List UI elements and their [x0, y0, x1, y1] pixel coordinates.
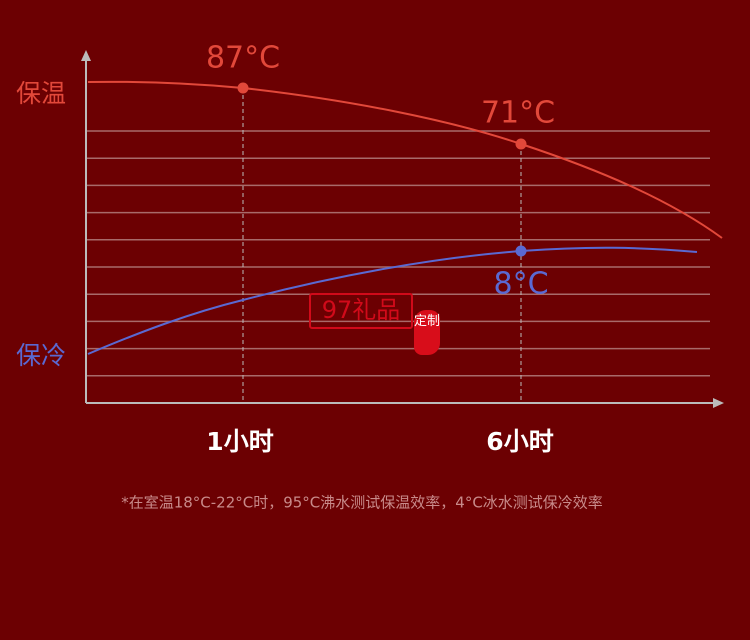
x-tick-1h: 1小时	[206, 427, 274, 456]
watermark-seal: 定制	[414, 310, 440, 355]
y-label-cold: 保冷	[15, 341, 67, 370]
label-71: 71°C	[480, 95, 556, 131]
point-cold-6h	[515, 245, 527, 257]
series-hot-line	[87, 80, 723, 239]
x-axis-arrow	[713, 398, 724, 408]
footnote: *在室温18°C-22°C时，95°C沸水测试保温效率，4°C冰水测试保冷效率	[121, 493, 603, 512]
label-87: 87°C	[205, 40, 281, 76]
point-hot-6h	[515, 138, 527, 150]
y-axis-arrow	[81, 50, 91, 61]
gridlines	[86, 130, 710, 377]
label-8: 8°C	[493, 266, 549, 302]
watermark-logo: 97礼品	[309, 293, 413, 329]
x-tick-6h: 6小时	[486, 427, 554, 456]
y-label-hot: 保温	[15, 79, 67, 108]
point-hot-1h	[237, 82, 249, 94]
series-cold-line	[87, 246, 698, 355]
